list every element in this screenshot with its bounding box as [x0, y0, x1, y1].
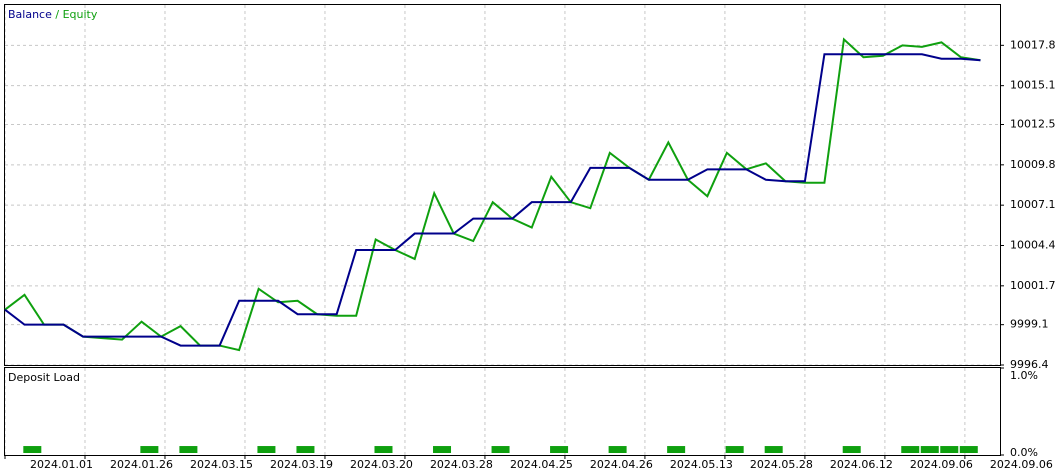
x-tick-label: 2024.04.26	[590, 458, 653, 471]
series-line	[4, 37, 981, 352]
legend-equity: Equity	[63, 8, 98, 21]
bar	[959, 446, 978, 453]
y-tick-label: 10009.8	[1010, 158, 1056, 171]
bar	[667, 446, 686, 453]
x-tick-label: 2024.01.01	[30, 458, 93, 471]
bar	[179, 446, 198, 453]
y-tick-label: 10001.7	[1010, 279, 1056, 292]
bar	[491, 446, 510, 453]
bar	[764, 446, 783, 453]
x-tick-label: 2024.03.28	[430, 458, 493, 471]
bar	[433, 446, 452, 453]
x-tick-label: 2024.05.28	[750, 458, 813, 471]
load-panel	[4, 367, 1001, 456]
y-tick-label: 10017.8	[1010, 38, 1056, 51]
x-tick-label: 2024.09.06	[910, 458, 973, 471]
bar	[140, 446, 159, 453]
bar	[550, 446, 569, 453]
x-tick-label: 2024.03.20	[350, 458, 413, 471]
bar	[842, 446, 861, 453]
x-tick-label: 2024.05.13	[670, 458, 733, 471]
bar	[920, 446, 939, 453]
series-line	[4, 53, 981, 347]
bar	[901, 446, 920, 453]
y-tick-label: 10015.1	[1010, 79, 1056, 92]
x-tick-label: 2024.01.26	[110, 458, 173, 471]
bar	[257, 446, 276, 453]
y-tick-label: 10004.4	[1010, 238, 1056, 251]
x-tick-label: 2024.09.06	[990, 458, 1053, 471]
y-tick-label: 0.0%	[1010, 446, 1038, 459]
y-tick-label: 1.0%	[1010, 369, 1038, 382]
x-tick-label: 2024.04.25	[510, 458, 573, 471]
bar	[374, 446, 393, 453]
bar	[296, 446, 315, 453]
bar	[940, 446, 959, 453]
x-tick-label: 2024.03.15	[190, 458, 253, 471]
legend-sep: /	[55, 8, 59, 21]
panel-title: Deposit Load	[8, 371, 80, 384]
bar	[608, 446, 627, 453]
y-tick-label: 9996.4	[1010, 358, 1049, 371]
main-panel	[4, 4, 1001, 366]
bar	[23, 446, 42, 453]
y-tick-label: 10012.5	[1010, 118, 1056, 131]
legend-balance: Balance	[8, 8, 52, 21]
bar	[725, 446, 744, 453]
x-tick-label: 2024.03.19	[270, 458, 333, 471]
x-tick-label: 2024.06.12	[830, 458, 893, 471]
y-tick-label: 10007.1	[1010, 198, 1056, 211]
y-tick-label: 9999.1	[1010, 318, 1049, 331]
legend: Balance / Equity	[8, 8, 98, 21]
